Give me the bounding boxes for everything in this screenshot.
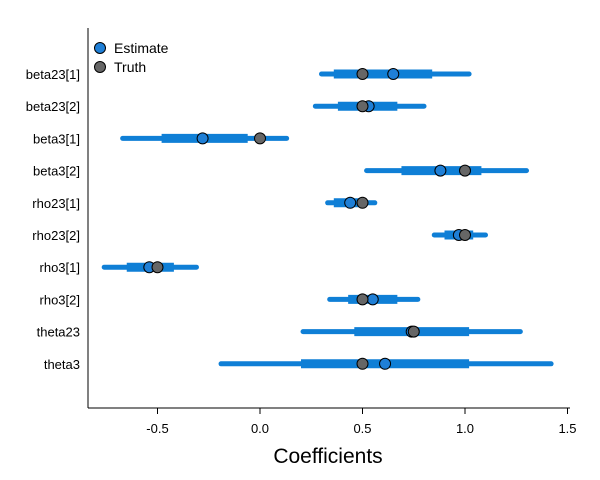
category-label: rho3[2]: [40, 292, 80, 307]
category-labels: beta23[1] beta23[2] beta3[1] beta3[2] rho23[…: [26, 67, 80, 372]
estimate-point: [366, 293, 379, 306]
legend-marker: [94, 42, 106, 54]
estimate-point: [344, 196, 357, 209]
truth-point: [254, 132, 266, 145]
truth-point: [356, 100, 369, 113]
category-label: beta23[1]: [26, 67, 80, 82]
x-tick-label: 1.0: [456, 421, 474, 436]
x-tick-label: -0.5: [146, 421, 168, 436]
category-label: rho3[1]: [40, 260, 80, 275]
category-label: rho23[2]: [32, 228, 80, 243]
points: [143, 68, 471, 370]
truth-point: [356, 357, 369, 370]
truth-point: [356, 196, 369, 209]
category-label: beta3[2]: [33, 164, 80, 179]
estimate-point: [434, 164, 447, 177]
category-label: beta23[2]: [26, 99, 80, 114]
legend-label: Estimate: [114, 40, 169, 56]
category-label: theta3: [44, 357, 80, 372]
legend: Estimate Truth: [94, 40, 169, 75]
x-axis-title: Coefficients: [273, 445, 382, 468]
x-tick-label: 0.5: [353, 421, 371, 436]
truth-point: [356, 68, 369, 80]
x-tick-label: 1.5: [558, 421, 576, 436]
category-label: rho23[1]: [32, 196, 80, 211]
estimate-point: [196, 132, 209, 145]
intervals: [101, 69, 554, 369]
axes: [87, 28, 570, 409]
category-label: beta3[1]: [33, 131, 80, 146]
truth-point: [407, 325, 420, 338]
truth-point: [459, 229, 471, 241]
truth-point: [459, 164, 471, 177]
x-ticks: -0.5 0.0 0.5 1.0 1.5: [146, 408, 577, 436]
truth-point: [356, 293, 369, 306]
legend-label: Truth: [114, 59, 146, 75]
x-tick-label: 0.0: [251, 421, 269, 436]
estimate-point: [387, 68, 400, 80]
legend-marker: [94, 61, 106, 73]
estimate-point: [379, 357, 392, 370]
category-label: theta23: [37, 325, 80, 340]
truth-point: [151, 261, 164, 274]
